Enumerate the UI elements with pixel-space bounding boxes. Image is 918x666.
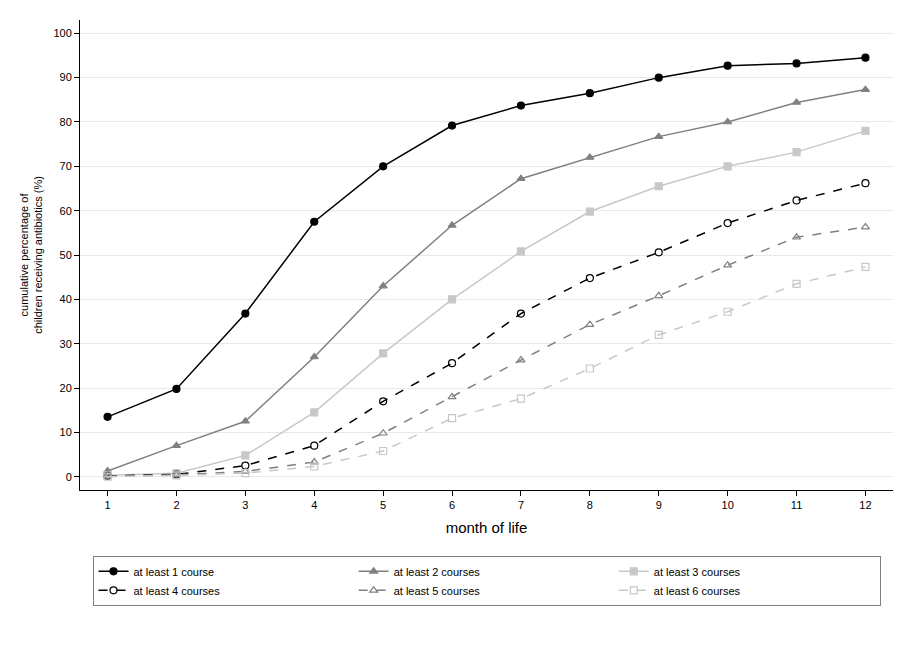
svg-text:at least 3 courses: at least 3 courses bbox=[654, 566, 741, 578]
svg-text:at least 4 courses: at least 4 courses bbox=[134, 585, 221, 597]
svg-text:11: 11 bbox=[791, 499, 802, 511]
svg-text:4: 4 bbox=[311, 499, 317, 511]
svg-text:9: 9 bbox=[656, 499, 662, 511]
svg-text:at least 1 course: at least 1 course bbox=[134, 566, 215, 578]
svg-text:20: 20 bbox=[60, 382, 72, 394]
svg-text:10: 10 bbox=[60, 426, 72, 438]
svg-text:3: 3 bbox=[242, 499, 248, 511]
svg-text:40: 40 bbox=[60, 293, 72, 305]
svg-text:6: 6 bbox=[449, 499, 455, 511]
svg-text:80: 80 bbox=[60, 116, 72, 128]
svg-text:cumulative percentage ofchildr: cumulative percentage ofchildren receivi… bbox=[18, 176, 44, 334]
svg-text:30: 30 bbox=[60, 338, 72, 350]
svg-text:5: 5 bbox=[380, 499, 386, 511]
svg-text:1: 1 bbox=[104, 499, 110, 511]
svg-text:50: 50 bbox=[60, 249, 72, 261]
svg-text:0: 0 bbox=[66, 471, 72, 483]
svg-text:at least 6 courses: at least 6 courses bbox=[654, 585, 741, 597]
svg-text:12: 12 bbox=[859, 499, 871, 511]
svg-text:90: 90 bbox=[60, 71, 72, 83]
svg-text:60: 60 bbox=[60, 205, 72, 217]
svg-text:70: 70 bbox=[60, 160, 72, 172]
svg-text:8: 8 bbox=[587, 499, 593, 511]
svg-text:at least 2 courses: at least 2 courses bbox=[394, 566, 481, 578]
svg-text:at least 5 courses: at least 5 courses bbox=[394, 585, 481, 597]
svg-text:month of life: month of life bbox=[446, 519, 528, 536]
svg-text:7: 7 bbox=[518, 499, 524, 511]
svg-text:2: 2 bbox=[173, 499, 179, 511]
svg-text:100: 100 bbox=[53, 27, 71, 39]
svg-text:10: 10 bbox=[722, 499, 734, 511]
